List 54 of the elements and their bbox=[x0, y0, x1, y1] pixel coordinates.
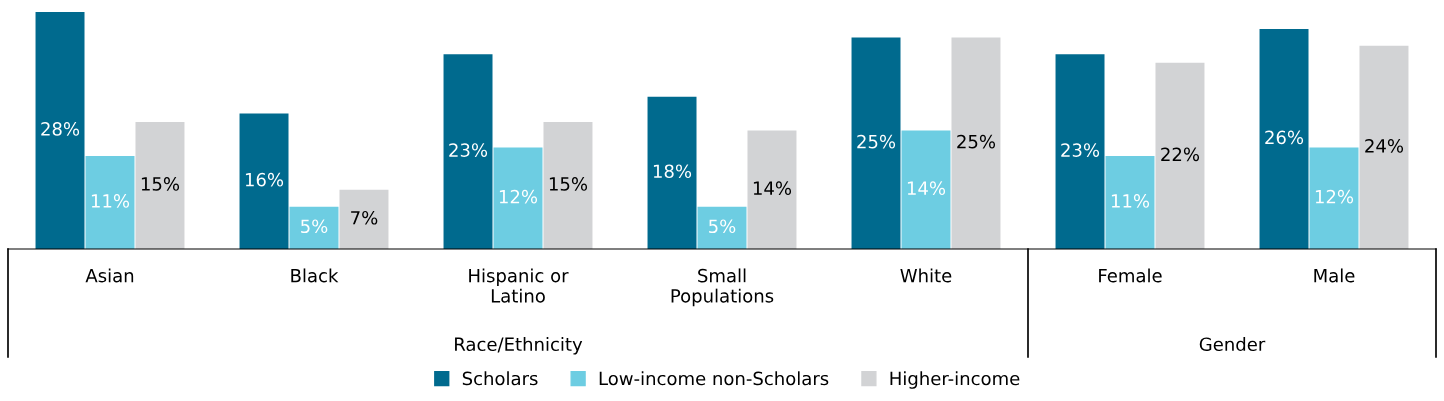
data-label: 26% bbox=[1265, 130, 1304, 145]
x-tick-label: Black bbox=[291, 268, 339, 283]
x-tick-label: Asian bbox=[85, 268, 134, 283]
data-label: 25% bbox=[957, 134, 996, 149]
bar bbox=[1055, 54, 1105, 249]
data-label: 5% bbox=[709, 219, 736, 234]
data-label: 11% bbox=[1111, 194, 1150, 208]
legend-label: Low-income non-Scholars bbox=[599, 371, 829, 386]
x-tick-label: Female bbox=[1099, 268, 1162, 283]
x-tick-label: Hispanic or Latino bbox=[469, 268, 569, 303]
bar bbox=[493, 147, 543, 249]
bar bbox=[901, 130, 951, 249]
data-label: 15% bbox=[141, 177, 180, 191]
bar bbox=[339, 189, 389, 249]
bar bbox=[443, 54, 493, 249]
bar bbox=[1309, 147, 1359, 249]
data-label: 11% bbox=[91, 194, 130, 208]
data-label: 7% bbox=[351, 210, 378, 225]
legend-label: Higher-income bbox=[890, 371, 1020, 389]
data-label: 5% bbox=[301, 219, 328, 234]
x-tick-label: Small Populations bbox=[671, 268, 774, 307]
bar bbox=[289, 206, 339, 249]
data-label: 12% bbox=[1315, 189, 1354, 204]
text: Race/Ethnicity bbox=[455, 337, 583, 355]
data-label: 15% bbox=[549, 177, 588, 191]
bar bbox=[951, 37, 1001, 249]
data-label: 12% bbox=[499, 189, 538, 204]
data-label: 14% bbox=[753, 181, 792, 195]
data-label: 25% bbox=[857, 134, 896, 149]
bar bbox=[85, 155, 135, 249]
bar bbox=[851, 37, 901, 249]
data-label: 22% bbox=[1161, 147, 1200, 162]
bar bbox=[647, 96, 697, 249]
data-label: 23% bbox=[449, 143, 488, 157]
bar bbox=[1155, 62, 1205, 249]
x-tick-label: White bbox=[900, 268, 952, 283]
bar bbox=[135, 122, 185, 249]
bar bbox=[1359, 45, 1409, 249]
data-label: 14% bbox=[907, 181, 946, 195]
bar bbox=[1259, 28, 1309, 249]
bar bbox=[747, 130, 797, 249]
legend-label: Scholars bbox=[462, 371, 538, 386]
bar bbox=[35, 12, 85, 249]
data-label: 16% bbox=[245, 172, 284, 187]
data-label: 28% bbox=[41, 122, 80, 136]
text: Gender bbox=[1199, 337, 1266, 352]
data-label: 23% bbox=[1061, 143, 1100, 157]
bar bbox=[239, 113, 289, 249]
bar bbox=[1105, 155, 1155, 249]
bar bbox=[543, 122, 593, 249]
bar bbox=[697, 206, 747, 249]
data-label: 24% bbox=[1365, 139, 1404, 153]
x-tick-label: Male bbox=[1314, 268, 1355, 283]
data-label: 18% bbox=[653, 164, 692, 179]
